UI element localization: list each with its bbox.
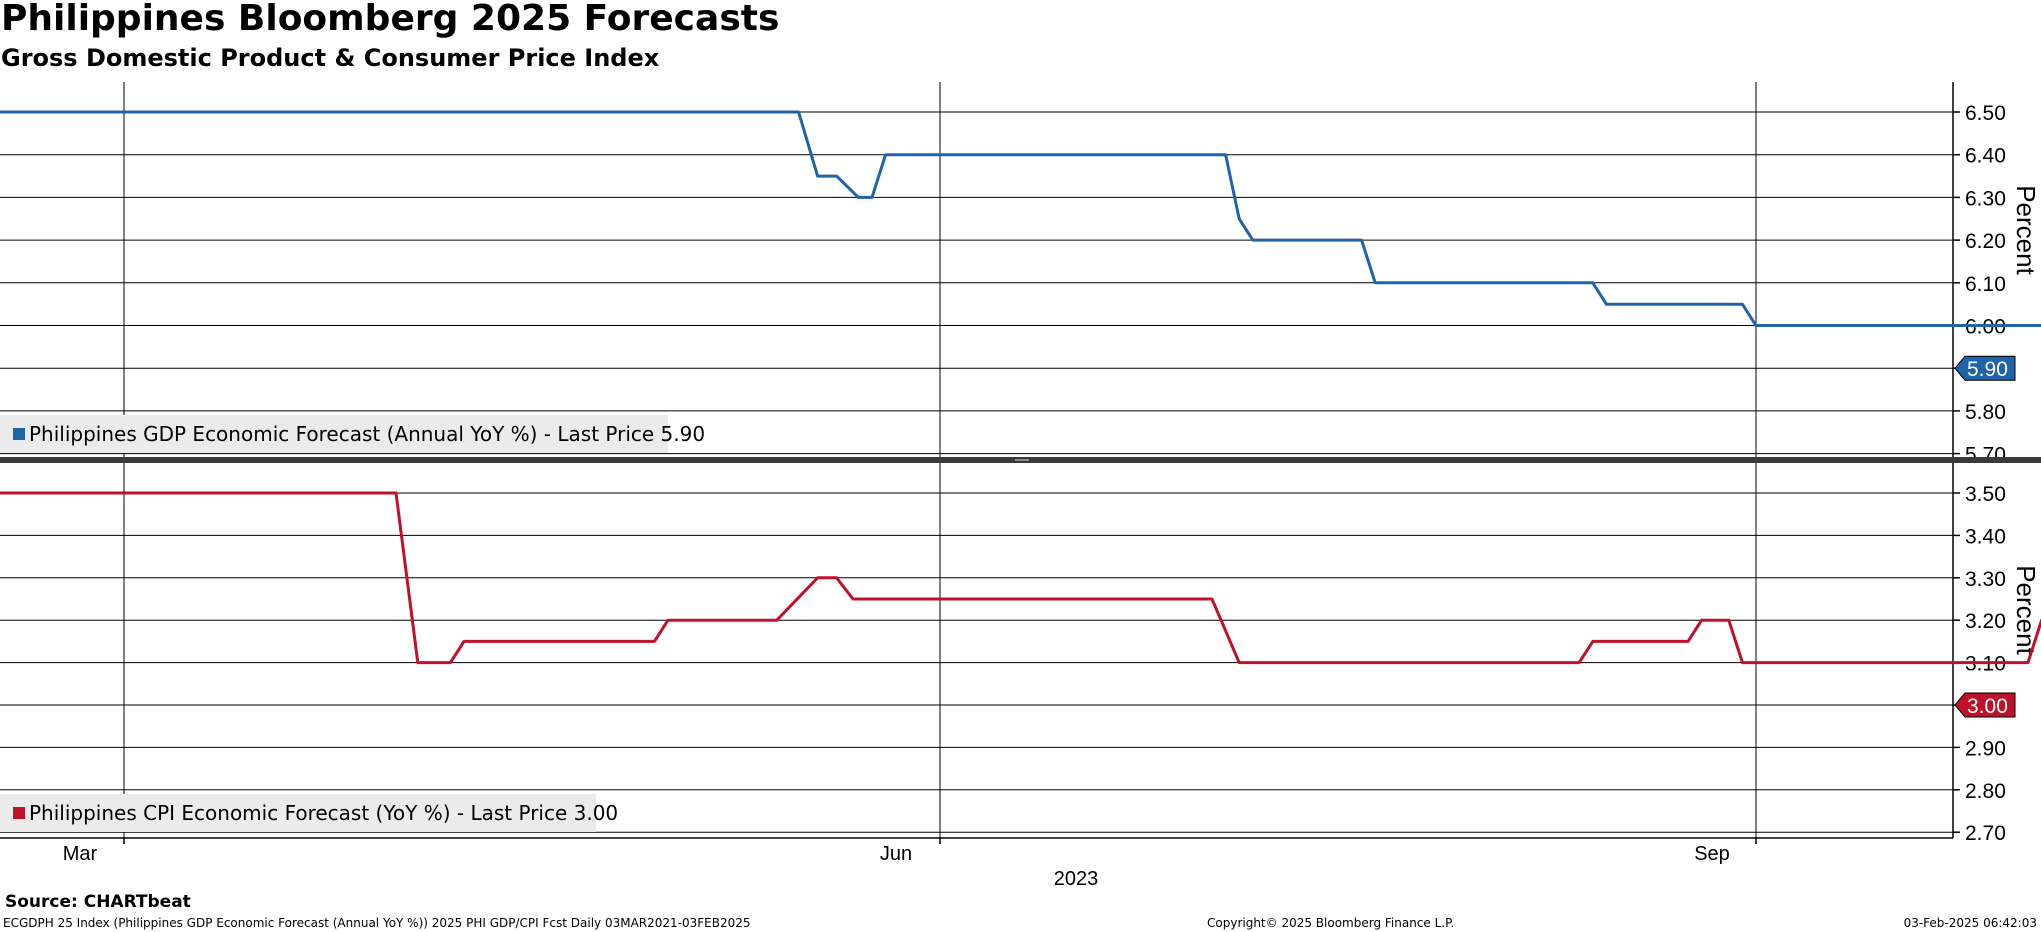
- legend-swatch: [13, 428, 25, 440]
- y-axis-title: Percent: [2011, 185, 2041, 275]
- chart-title: Philippines Bloomberg 2025 Forecasts: [1, 0, 780, 39]
- y-tick-label: 5.70: [1965, 444, 2006, 467]
- legend-swatch: [13, 807, 25, 819]
- last-price-value: 5.90: [1967, 358, 2008, 381]
- divider-handle[interactable]: [1015, 459, 1029, 461]
- cpi-series-line: [0, 491, 2041, 665]
- legend-box: [0, 415, 668, 453]
- y-tick-label: 6.20: [1965, 230, 2006, 253]
- timestamp: 03-Feb-2025 06:42:03: [1903, 916, 2037, 930]
- y-tick-label: 3.50: [1965, 483, 2006, 506]
- cpi-panel: 2.702.802.903.003.103.203.303.403.50Perc…: [0, 462, 2041, 845]
- gdp-series-line: [0, 110, 2041, 327]
- y-tick-label: 6.40: [1965, 145, 2006, 168]
- source-note: Source: CHARTbeat: [5, 892, 191, 912]
- x-tick-label: Sep: [1694, 843, 1730, 865]
- y-tick-label: 2.70: [1965, 822, 2006, 845]
- copyright-note: Copyright© 2025 Bloomberg Finance L.P.: [1207, 916, 1455, 930]
- gdp-panel: 5.705.805.906.006.106.206.306.406.50Perc…: [0, 82, 2041, 467]
- last-price-value: 3.00: [1967, 695, 2008, 718]
- last-price-tag: [1954, 692, 2016, 718]
- y-tick-label: 6.10: [1965, 273, 2006, 296]
- legend-label: Philippines CPI Economic Forecast (YoY %…: [29, 801, 618, 825]
- legend-label: Philippines GDP Economic Forecast (Annua…: [29, 422, 705, 446]
- chart-subtitle: Gross Domestic Product & Consumer Price …: [1, 44, 660, 72]
- chart-canvas: 5.705.805.906.006.106.206.306.406.50Perc…: [0, 82, 2041, 890]
- y-tick-label: 2.90: [1965, 737, 2006, 760]
- y-tick-label: 3.30: [1965, 568, 2006, 591]
- last-price-tag: [1954, 355, 2016, 381]
- ticker-description: ECGDPH 25 Index (Philippines GDP Economi…: [3, 916, 751, 930]
- y-tick-label: 6.30: [1965, 187, 2006, 210]
- y-tick-label: 6.50: [1965, 102, 2006, 125]
- y-tick-label: 2.80: [1965, 780, 2006, 803]
- y-tick-label: 5.80: [1965, 401, 2006, 424]
- x-tick-label: Jun: [880, 843, 912, 865]
- plot-area: [0, 462, 1953, 838]
- x-year-label: 2023: [1054, 868, 1099, 890]
- legend-box: [0, 794, 596, 832]
- y-axis-title: Percent: [2011, 565, 2041, 655]
- plot-area: [0, 82, 1953, 458]
- y-tick-label: 3.20: [1965, 610, 2006, 633]
- x-tick-label: Mar: [63, 843, 98, 865]
- y-tick-label: 3.40: [1965, 525, 2006, 548]
